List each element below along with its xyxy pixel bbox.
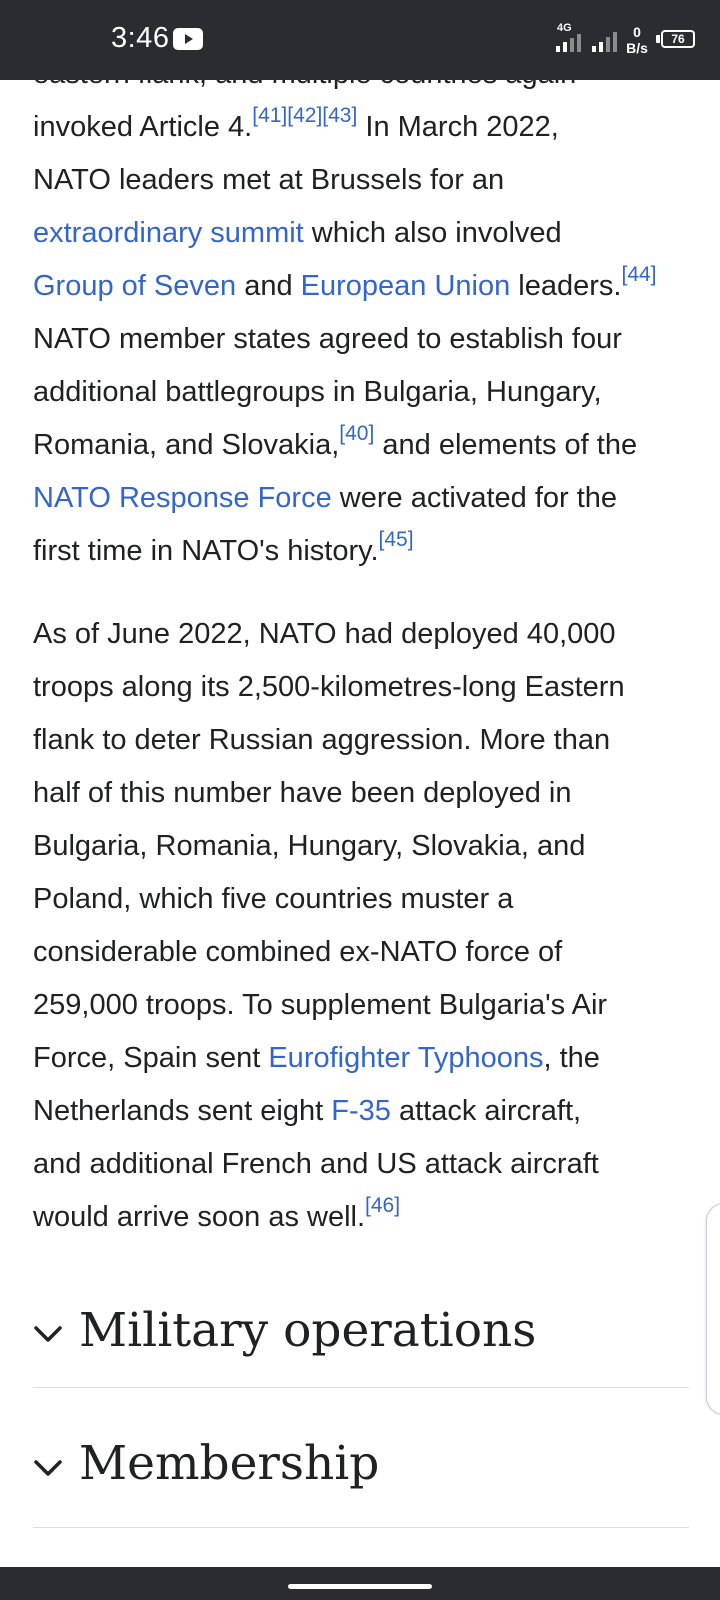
citation-40[interactable]: [40] (339, 422, 375, 445)
text-run: which also involved (303, 217, 562, 249)
battery-tip-icon (656, 35, 660, 43)
text-run: would arrive soon as well. (33, 1201, 366, 1233)
article-paragraph: As of June 2022, NATO had deployed 40,00… (33, 608, 693, 1244)
text-run: invoked Article 4. (33, 111, 253, 143)
citation-41[interactable]: [41] (252, 104, 288, 127)
text-line: considerable combined ex-NATO force of (33, 936, 563, 968)
text-run: Netherlands sent eight (33, 1095, 332, 1127)
text-line: NATO leaders met at Brussels for an (33, 164, 505, 196)
citation-46[interactable]: [46] (365, 1194, 401, 1217)
text-line: Romania, and Slovakia,[40] and elements … (33, 419, 693, 472)
network-speed-unit: B/s (626, 40, 648, 56)
network-type: 4G (557, 22, 572, 34)
text-run: Romania, and Slovakia, (33, 429, 340, 461)
section-title: Membership (79, 1436, 380, 1491)
text-run: first time in NATO's history. (33, 535, 379, 567)
link-extraordinary-summit[interactable]: extraordinary summit (33, 217, 304, 249)
text-line: Poland, which five countries muster a (33, 883, 514, 915)
network-speed: 0 B/s (623, 24, 651, 56)
navigation-bar (0, 1567, 720, 1600)
edge-panel-handle[interactable] (706, 1203, 720, 1415)
battery-level: 76 (671, 32, 685, 46)
battery-icon: 76 (661, 30, 695, 48)
text-line: troops along its 2,500-kilometres-long E… (33, 671, 625, 703)
citation-45[interactable]: [45] (378, 528, 414, 551)
text-line: Bulgaria, Romania, Hungary, Slovakia, an… (33, 830, 586, 862)
citation-42[interactable]: [42] (287, 104, 323, 127)
chevron-down-icon (34, 1326, 62, 1342)
text-line: Netherlands sent eight F-35 attack aircr… (33, 1085, 693, 1138)
signal-strength-icon (556, 34, 581, 52)
home-indicator[interactable] (288, 1584, 432, 1589)
text-run: Force, Spain sent (33, 1042, 269, 1074)
article-paragraph: invoked Article 4.[41][42][43] In March … (33, 101, 693, 578)
section-membership[interactable]: Membership (33, 1398, 689, 1528)
section-military-operations[interactable]: Military operations (33, 1258, 689, 1388)
text-line: half of this number have been deployed i… (33, 777, 572, 809)
link-group-of-seven[interactable]: Group of Seven (33, 270, 237, 302)
link-eurofighter-typhoons[interactable]: Eurofighter Typhoons (268, 1042, 544, 1074)
text-line: As of June 2022, NATO had deployed 40,00… (33, 618, 616, 650)
text-line: first time in NATO's history.[45] (33, 525, 693, 578)
status-time: 3:46 (111, 22, 170, 54)
network-speed-value: 0 (633, 24, 641, 40)
text-line: NATO member states agreed to establish f… (33, 323, 622, 355)
status-bar: 3:46 4G 0 B/s 76 (0, 0, 720, 80)
text-line: would arrive soon as well.[46] (33, 1191, 693, 1244)
youtube-icon (173, 28, 203, 50)
text-run: attack aircraft, (390, 1095, 582, 1127)
text-run: , the (543, 1042, 600, 1074)
link-nato-response-force[interactable]: NATO Response Force (33, 482, 332, 514)
text-line: Force, Spain sent Eurofighter Typhoons, … (33, 1032, 693, 1085)
signal-strength-icon-2 (592, 32, 617, 52)
text-line: 259,000 troops. To supplement Bulgaria's… (33, 989, 608, 1021)
chevron-down-icon (34, 1460, 62, 1476)
section-title: Military operations (79, 1303, 537, 1358)
text-line: NATO Response Force were activated for t… (33, 472, 693, 525)
text-line: additional battlegroups in Bulgaria, Hun… (33, 376, 602, 408)
link-f-35[interactable]: F-35 (331, 1095, 391, 1127)
text-line: Group of Seven and European Union leader… (33, 260, 693, 313)
text-run: and elements of the (374, 429, 638, 461)
text-run: In March 2022, (357, 111, 559, 143)
text-line: invoked Article 4.[41][42][43] In March … (33, 101, 693, 154)
link-european-union[interactable]: European Union (300, 270, 511, 302)
text-run: and (236, 270, 301, 302)
text-run: leaders. (510, 270, 622, 302)
citation-44[interactable]: [44] (621, 263, 657, 286)
text-run: were activated for the (331, 482, 618, 514)
text-line: flank to deter Russian aggression. More … (33, 724, 611, 756)
citation-43[interactable]: [43] (322, 104, 358, 127)
text-line: extraordinary summit which also involved (33, 207, 693, 260)
text-line: and additional French and US attack airc… (33, 1148, 599, 1180)
